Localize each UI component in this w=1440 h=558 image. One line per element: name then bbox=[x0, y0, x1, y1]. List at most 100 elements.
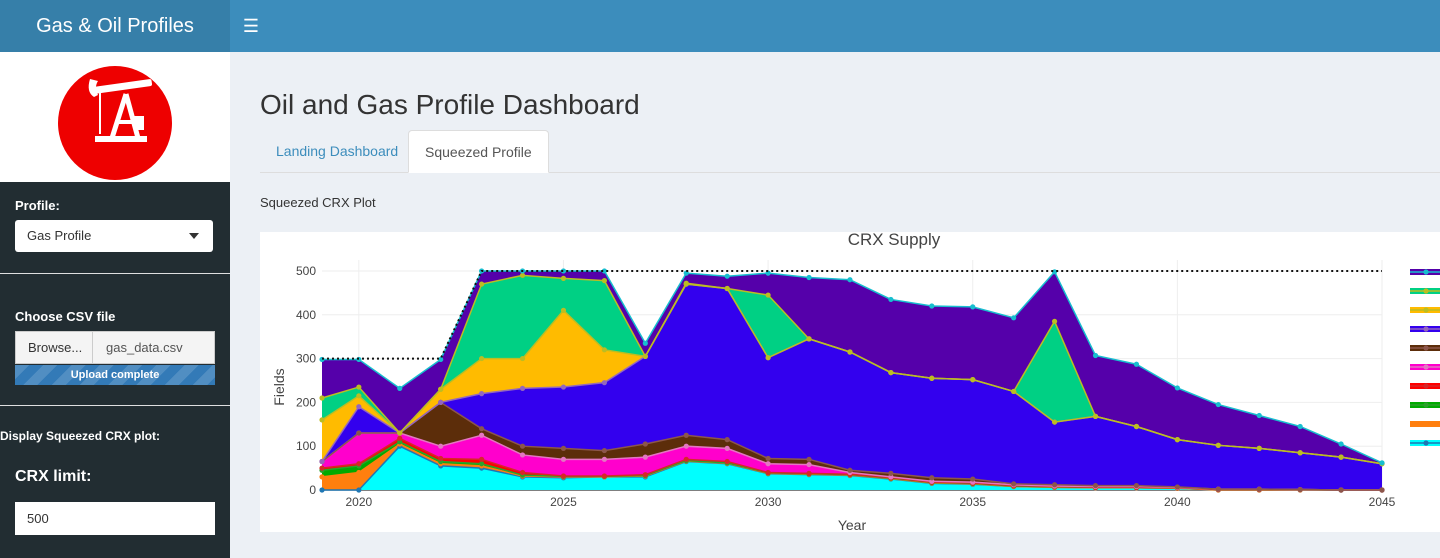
file-name-field[interactable]: gas_data.csv bbox=[93, 331, 215, 364]
data-point bbox=[929, 475, 935, 481]
data-point bbox=[479, 426, 485, 432]
legend-marker bbox=[1423, 307, 1429, 313]
data-point bbox=[479, 391, 485, 397]
app-title[interactable]: Gas & Oil Profiles bbox=[0, 0, 230, 52]
chevron-down-icon bbox=[189, 233, 199, 239]
data-point bbox=[765, 455, 771, 462]
file-input: Browse... gas_data.csv bbox=[15, 331, 215, 364]
legend-marker bbox=[1423, 269, 1429, 275]
data-point bbox=[519, 385, 526, 391]
data-point bbox=[319, 395, 325, 401]
legend-marker bbox=[1423, 383, 1429, 389]
x-axis-label: Year bbox=[838, 517, 867, 532]
data-point bbox=[1133, 361, 1140, 367]
legend-marker bbox=[1423, 326, 1429, 332]
data-point bbox=[765, 292, 771, 298]
data-point bbox=[560, 445, 567, 451]
data-point bbox=[438, 356, 444, 363]
data-point bbox=[1051, 482, 1058, 488]
data-point bbox=[438, 386, 444, 392]
data-point bbox=[519, 355, 526, 362]
data-point bbox=[1174, 484, 1180, 490]
data-point bbox=[1338, 487, 1344, 493]
chart-svg: 2020 2025 2030 2035 2040 2045 0 100 200 300 400 500… bbox=[271, 230, 1440, 533]
data-point bbox=[1174, 385, 1180, 391]
data-point bbox=[765, 461, 771, 467]
crx-limit-input[interactable]: 500 bbox=[15, 502, 215, 535]
legend-marker bbox=[1423, 345, 1429, 351]
main-content: Oil and Gas Profile Dashboard Landing Da… bbox=[230, 52, 1440, 558]
data-point bbox=[1092, 483, 1099, 489]
data-point bbox=[724, 445, 730, 451]
y-tick-label: 500 bbox=[296, 264, 316, 278]
data-point bbox=[356, 487, 362, 493]
x-tick-label: 2045 bbox=[1369, 495, 1396, 509]
data-point bbox=[847, 277, 853, 283]
data-point bbox=[642, 353, 648, 359]
y-tick-label: 400 bbox=[296, 308, 316, 322]
data-point bbox=[560, 275, 567, 281]
data-point bbox=[438, 399, 444, 405]
display-plot-label: Display Squeezed CRX plot: bbox=[0, 429, 161, 443]
crx-supply-chart: 2020 2025 2030 2035 2040 2045 0 100 200 300 400 500… bbox=[260, 230, 1440, 533]
data-point bbox=[438, 455, 444, 462]
data-point bbox=[888, 369, 894, 376]
data-point bbox=[970, 304, 976, 310]
x-tick-label: 2020 bbox=[345, 495, 372, 509]
y-tick-label: 0 bbox=[309, 483, 316, 497]
data-point bbox=[479, 432, 485, 438]
data-point bbox=[806, 470, 812, 476]
series-area bbox=[322, 446, 1382, 490]
x-tick-label: 2040 bbox=[1164, 495, 1191, 509]
crx-limit-label: CRX limit: bbox=[15, 468, 92, 485]
sidebar-toggle-button[interactable]: ☰ bbox=[230, 0, 272, 52]
data-point bbox=[683, 280, 689, 286]
data-point bbox=[724, 285, 730, 292]
data-point bbox=[397, 430, 403, 436]
data-point bbox=[601, 456, 607, 462]
data-point bbox=[560, 307, 567, 313]
data-point bbox=[1379, 460, 1385, 466]
browse-button[interactable]: Browse... bbox=[15, 331, 93, 364]
sidebar-divider bbox=[0, 273, 230, 274]
data-point bbox=[1215, 401, 1221, 408]
data-point bbox=[1379, 487, 1385, 493]
data-point bbox=[356, 461, 362, 467]
data-point bbox=[724, 437, 730, 443]
data-point bbox=[519, 272, 526, 278]
data-point bbox=[356, 430, 362, 436]
legend-marker bbox=[1423, 402, 1429, 408]
x-tick-label: 2030 bbox=[755, 495, 782, 509]
logo-box bbox=[0, 52, 230, 182]
series-area bbox=[322, 275, 1382, 464]
data-point bbox=[1256, 445, 1262, 451]
data-point bbox=[1011, 388, 1017, 395]
tab-landing-dashboard[interactable]: Landing Dashboard bbox=[276, 143, 399, 159]
data-point bbox=[319, 465, 325, 471]
data-point bbox=[319, 458, 325, 465]
data-point bbox=[479, 281, 485, 287]
data-point bbox=[560, 384, 567, 390]
crx-limit-line bbox=[322, 269, 1382, 360]
data-point bbox=[397, 385, 403, 391]
hamburger-icon: ☰ bbox=[242, 16, 260, 36]
data-point bbox=[683, 456, 689, 462]
profile-select[interactable]: Gas Profile bbox=[15, 220, 213, 252]
y-tick-label: 200 bbox=[296, 395, 316, 409]
data-point bbox=[1174, 437, 1180, 443]
y-axis-label: Fields bbox=[271, 368, 287, 405]
x-tick-label: 2035 bbox=[959, 495, 986, 509]
data-point bbox=[929, 375, 935, 381]
data-point bbox=[642, 441, 648, 447]
profile-label: Profile: bbox=[15, 198, 60, 213]
data-point bbox=[1133, 483, 1140, 489]
tab-squeezed-profile[interactable]: Squeezed Profile bbox=[408, 130, 549, 173]
data-point bbox=[1256, 412, 1262, 419]
data-point bbox=[319, 474, 325, 480]
page-title: Oil and Gas Profile Dashboard bbox=[260, 89, 640, 120]
data-point bbox=[601, 268, 607, 274]
data-point bbox=[519, 452, 526, 458]
data-point bbox=[642, 340, 648, 346]
data-point bbox=[806, 456, 812, 462]
y-tick-label: 100 bbox=[296, 439, 316, 453]
